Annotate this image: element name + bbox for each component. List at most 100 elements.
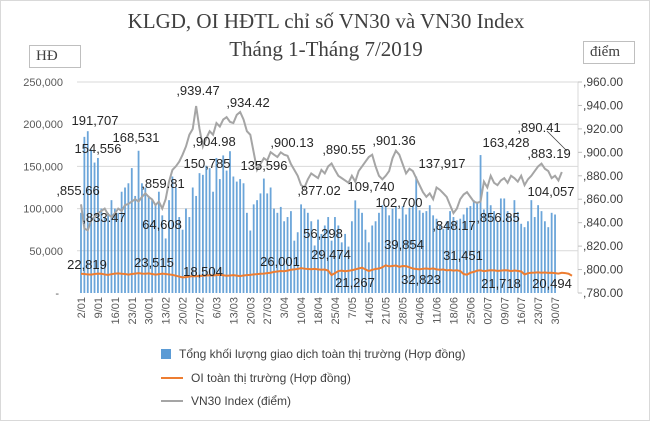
volume-bar [516,211,519,293]
right-axis-unit: điểm [583,41,635,64]
data-label-volume: 102,700 [376,195,423,210]
x-tick-label: 18/04 [313,297,325,325]
x-tick-label: 20/03 [245,297,257,325]
volume-bar [496,221,499,293]
volume-bar [506,211,509,293]
vn30-line [80,105,563,232]
volume-bar [185,208,187,293]
volume-bar [354,200,357,293]
volume-bar [283,221,286,293]
volume-bar [229,151,231,293]
volume-bar [540,211,543,293]
volume-bar [218,179,221,293]
y-tick-left: 50,000 [29,246,63,258]
volume-bar [537,205,540,293]
volume-bar [168,200,170,293]
volume-bar [483,209,485,293]
volume-bar [100,208,103,293]
data-label-vn30: ,856.85 [476,210,519,225]
y-tick-left: 250,000 [23,77,63,89]
volume-bar [225,170,228,293]
legend-swatch-line [161,377,183,379]
plot-area: - 50,000 100,000 150,000 200,000 250,000 ,780.… [23,75,623,325]
volume-bar [157,191,160,293]
volume-bar [191,187,194,293]
volume-bar [554,214,556,293]
x-tick-label: 27/02 [195,297,207,325]
x-tick-label: 23/07 [533,297,545,325]
volume-bar [466,207,468,293]
data-label-volume: 135,596 [241,158,288,173]
volume-bar [408,207,411,293]
data-label-oi: 32,823 [401,272,441,287]
volume-bar [188,217,191,293]
volume-bar [130,168,133,293]
volume-bar [547,227,550,293]
data-label-oi: 39,854 [384,237,424,252]
volume-bar [117,212,120,293]
volume-bar [479,155,482,293]
volume-bar [151,200,154,293]
volume-bar [222,155,225,293]
data-label-volume: 109,740 [348,179,395,194]
y-tick-right: ,820.00 [583,239,623,253]
x-tick-label: 30/07 [550,297,562,325]
volume-bar [279,206,282,293]
x-tick-label: 10/04 [296,297,308,325]
volume-bar [137,150,140,293]
volume-bar [300,204,302,293]
y-tick-left: 100,000 [23,204,63,216]
y-tick-right: ,840.00 [583,216,623,230]
volume-bar [205,165,208,293]
volume-bar [527,221,529,293]
volume-bar [442,228,445,293]
volume-bar [449,211,451,293]
volume-bar [97,157,99,293]
volume-bar [384,206,387,293]
volume-bar [371,225,374,293]
data-label-vn30: ,848.17 [432,218,475,233]
volume-bar [452,217,455,293]
legend-swatch-line [161,400,183,402]
x-tick-label: 02/07 [482,297,494,325]
data-label-volume: 104,057 [528,184,575,199]
volume-bar [344,233,347,293]
volume-bar [459,218,462,293]
x-tick-label: 09/07 [499,297,511,325]
volume-bar [398,218,401,293]
volume-bar [391,208,394,293]
data-label-volume: 64,608 [142,217,182,232]
annotation-leader-line [546,130,568,152]
data-label-oi: 29,474 [311,247,351,262]
x-tick-label: 28/05 [398,297,410,325]
volume-bar [276,212,279,293]
volume-bar [83,136,86,293]
y-tick-right: ,900.00 [583,145,623,159]
volume-bar [337,225,340,293]
x-tick-label: 21/05 [381,297,393,325]
volume-bar [124,187,126,293]
x-tick-label: 23/01 [127,297,139,325]
data-label-volume: 137,917 [419,156,466,171]
x-tick-label: 25/04 [330,297,342,325]
volume-bar [239,179,242,293]
legend-label: Tổng khối lượng giao dịch toàn thị trườn… [179,347,466,361]
data-label-volume: 168,531 [113,130,160,145]
legend-item-volume: Tổng khối lượng giao dịch toàn thị trườn… [161,347,466,361]
volume-bar [235,181,238,293]
data-label-vn30: ,833.47 [82,210,125,225]
volume-bar [127,183,130,293]
volume-bar [296,232,299,293]
volume-bar [489,205,492,293]
volume-bar [303,208,306,293]
data-label-vn30: ,901.36 [372,133,415,148]
volume-bar [246,212,248,293]
data-label-oi: 21,718 [481,276,521,291]
x-tick-label: 27/03 [262,297,274,325]
volume-bar [340,242,343,293]
volume-bar [161,215,164,293]
legend-item-vn30: VN30 Index (điểm) [161,394,291,408]
volume-bar [374,221,377,293]
volume-bar [154,204,157,293]
